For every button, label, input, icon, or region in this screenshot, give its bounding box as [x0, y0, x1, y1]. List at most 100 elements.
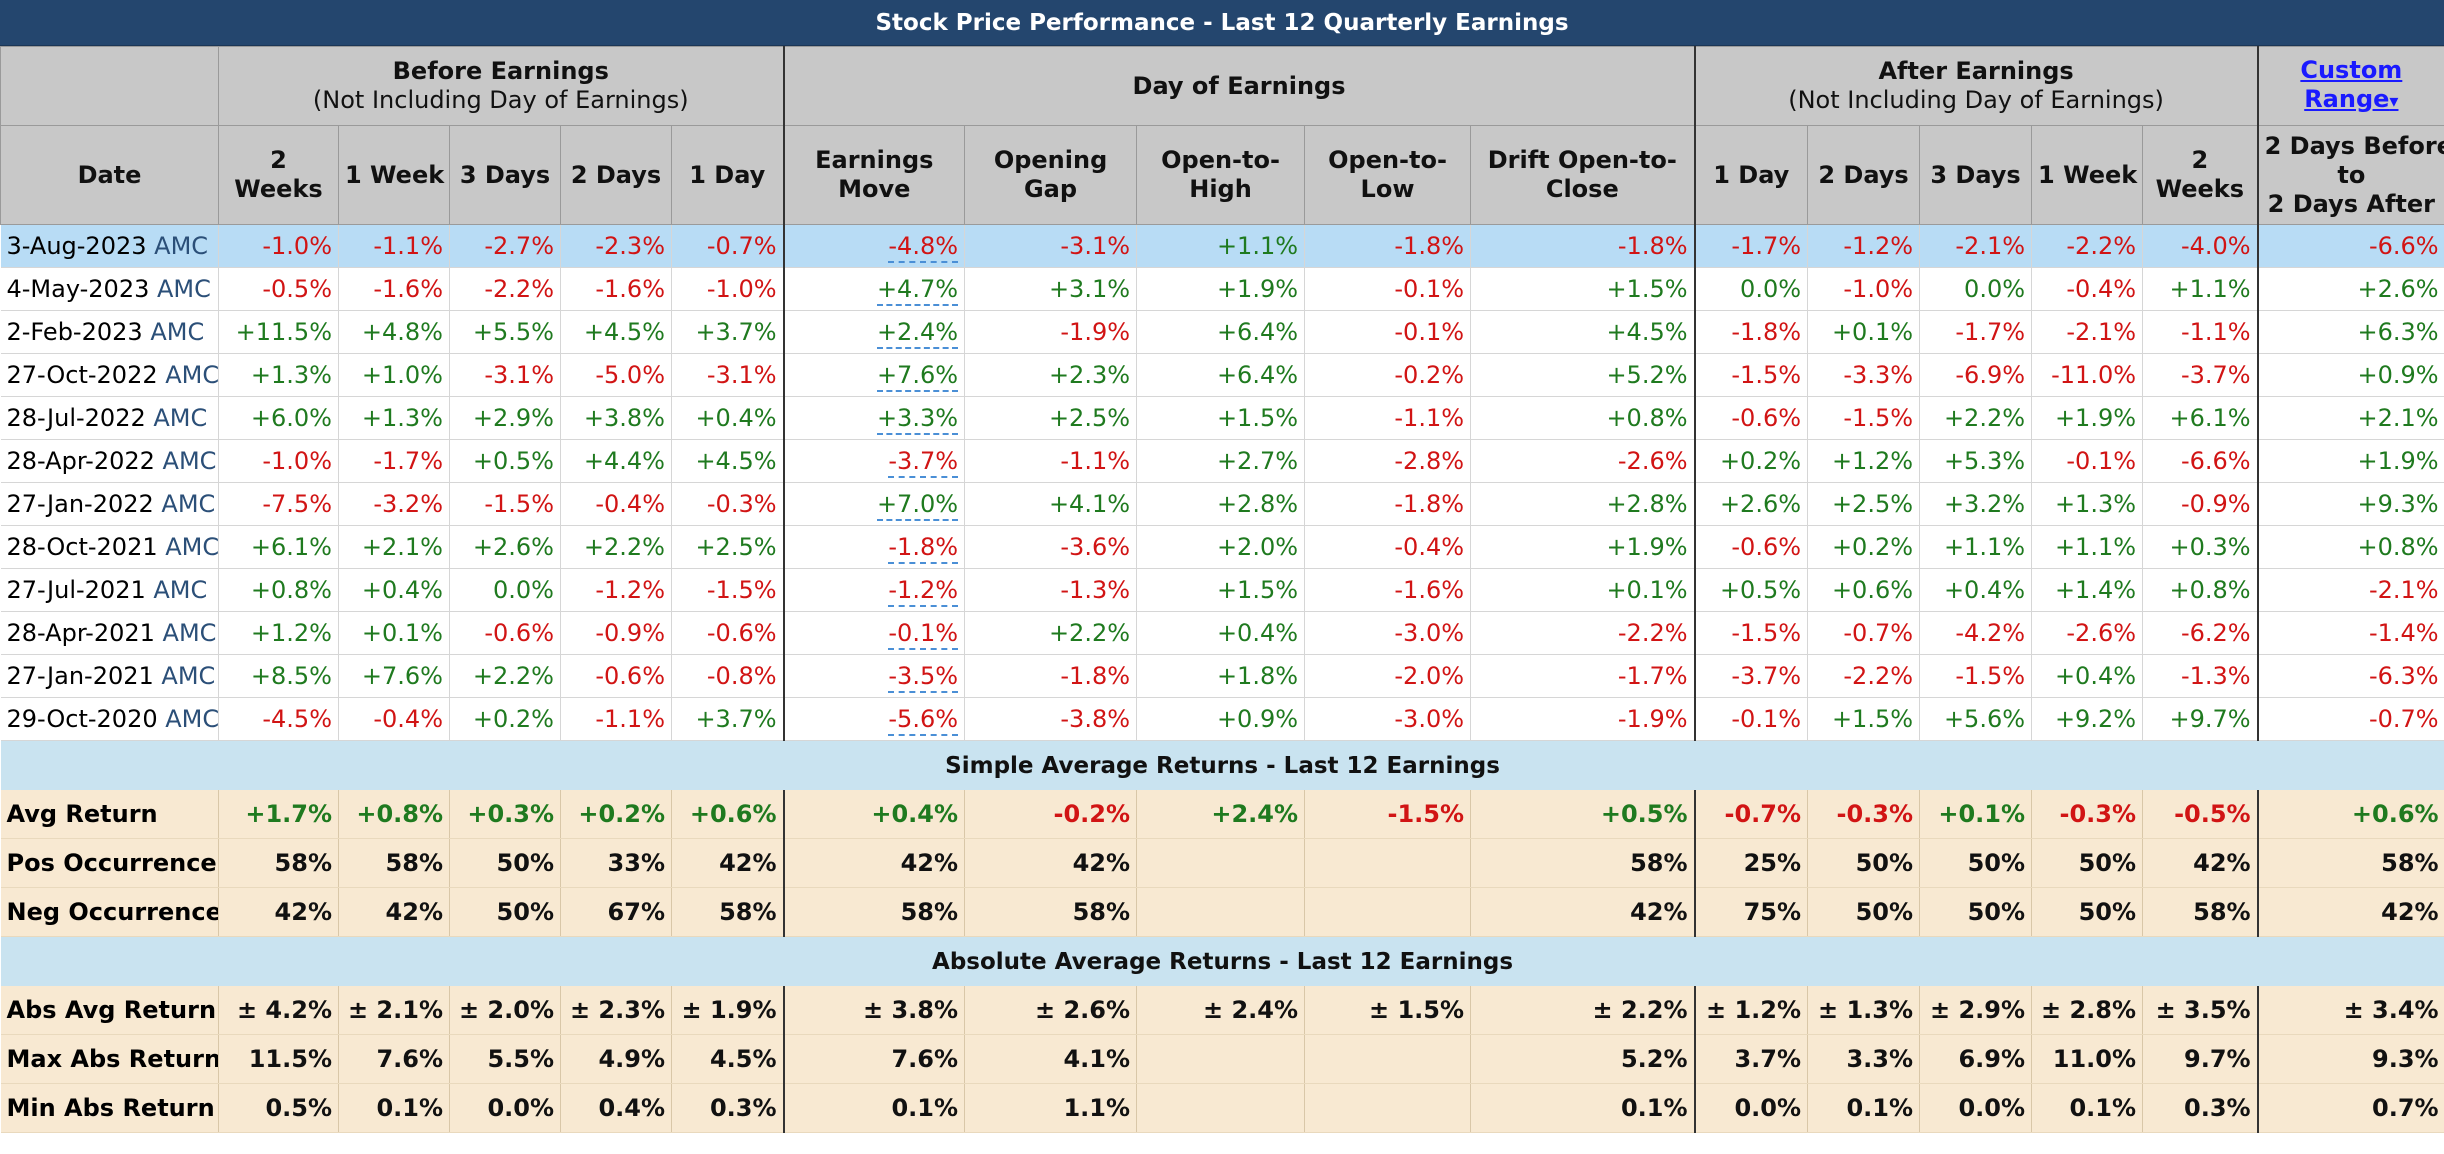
earnings-move-link[interactable]: -0.1% [888, 619, 959, 650]
earnings-move-link[interactable]: +2.4% [876, 318, 959, 349]
value-cell: +7.6% [338, 654, 450, 698]
ticker-link[interactable]: AMC [165, 705, 219, 733]
table-row[interactable]: 3-Aug-2023 AMC -1.0% -1.1% -2.7% -2.3% -0.7% -… [0, 224, 2444, 268]
earnings-move-link[interactable]: -3.7% [888, 447, 959, 478]
value-cell: -6.6% [2256, 224, 2444, 268]
earnings-move-link[interactable]: +7.0% [876, 490, 959, 521]
table-row[interactable]: 2-Feb-2023 AMC +11.5% +4.8% +5.5% +4.5% +3.7%… [0, 310, 2444, 354]
value-cell: -1.7% [338, 439, 450, 483]
value-cell: +2.3% [964, 353, 1137, 397]
value-cell[interactable]: -3.5% [782, 654, 965, 698]
value-cell: +2.5% [670, 525, 784, 569]
earnings-move-link[interactable]: +4.7% [876, 275, 959, 306]
earnings-move-link[interactable]: -1.8% [888, 533, 959, 564]
summary-value: 0.0% [449, 1083, 561, 1133]
ticker-link[interactable]: AMC [165, 533, 219, 561]
date-cell: 4-May-2023 AMC [0, 267, 219, 311]
date-value: 27-Jan-2022 [6, 490, 154, 518]
summary-value: 11.5% [218, 1034, 339, 1084]
table-row[interactable]: 28-Apr-2022 AMC -1.0% -1.7% +0.5% +4.4% +4.5%… [0, 439, 2444, 483]
value-cell: -0.7% [1807, 611, 1920, 655]
ticker-link[interactable]: AMC [162, 619, 217, 647]
summary-value [1304, 1083, 1471, 1133]
value-cell: -3.1% [449, 353, 561, 397]
value-cell[interactable]: -0.1% [782, 611, 965, 655]
ticker-link[interactable]: AMC [154, 232, 209, 260]
summary-value: 0.7% [2256, 1083, 2444, 1133]
ticker-link[interactable]: AMC [153, 576, 208, 604]
performance-table: Before Earnings (Not Including Day of Ea… [0, 46, 2444, 1133]
after-title: After Earnings [1878, 57, 2074, 85]
value-cell: -3.6% [964, 525, 1137, 569]
ticker-link[interactable]: AMC [161, 662, 216, 690]
column-header-2: 1 Week [338, 125, 450, 225]
value-cell: -0.6% [449, 611, 561, 655]
value-cell: -1.8% [1304, 224, 1471, 268]
value-cell: -3.1% [670, 353, 784, 397]
table-row[interactable]: 4-May-2023 AMC -0.5% -1.6% -2.2% -1.6% -1.0% +… [0, 267, 2444, 311]
date-value: 29-Oct-2020 [6, 705, 158, 733]
ticker-link[interactable]: AMC [165, 361, 219, 389]
ticker-link[interactable]: AMC [153, 404, 208, 432]
table-row[interactable]: 28-Jul-2022 AMC +6.0% +1.3% +2.9% +3.8% +0.4%… [0, 396, 2444, 440]
summary-value: 7.6% [782, 1034, 965, 1084]
value-cell: -1.7% [1693, 224, 1808, 268]
summary-row: Avg Return +1.7% +0.8% +0.3% +0.2% +0.6% +0.4%… [0, 790, 2444, 839]
group-header-blank [0, 46, 219, 126]
value-cell: -1.6% [1304, 568, 1471, 612]
summary-value: 0.1% [2031, 1083, 2143, 1133]
value-cell[interactable]: +3.3% [782, 396, 965, 440]
table-row[interactable]: 28-Apr-2021 AMC +1.2% +0.1% -0.6% -0.9% -0.6%… [0, 611, 2444, 655]
value-cell: -4.5% [218, 697, 339, 741]
summary-value: 50% [1919, 887, 2032, 937]
summary-value: 42% [218, 887, 339, 937]
value-cell: +2.2% [560, 525, 672, 569]
value-cell[interactable]: +7.6% [782, 353, 965, 397]
value-cell: +4.5% [1470, 310, 1695, 354]
earnings-move-link[interactable]: -3.5% [888, 662, 959, 693]
ticker-link[interactable]: AMC [161, 490, 216, 518]
earnings-move-link[interactable]: -4.8% [888, 232, 959, 263]
value-cell[interactable]: -1.8% [782, 525, 965, 569]
day-title: Day of Earnings [1132, 71, 1346, 100]
value-cell: +1.5% [1136, 396, 1305, 440]
value-cell[interactable]: +7.0% [782, 482, 965, 526]
earnings-move-link[interactable]: -1.2% [888, 576, 959, 607]
group-header-row: Before Earnings (Not Including Day of Ea… [0, 46, 2444, 126]
value-cell: +2.5% [964, 396, 1137, 440]
value-cell[interactable]: +2.4% [782, 310, 965, 354]
summary-value: 0.5% [218, 1083, 339, 1133]
ticker-link[interactable]: AMC [157, 275, 211, 303]
table-row[interactable]: 27-Oct-2022 AMC +1.3% +1.0% -3.1% -5.0% -3.1%… [0, 353, 2444, 397]
value-cell: +2.0% [1136, 525, 1305, 569]
value-cell: -1.5% [1807, 396, 1920, 440]
value-cell: -1.2% [560, 568, 672, 612]
earnings-move-link[interactable]: +3.3% [876, 404, 959, 435]
table-row[interactable]: 27-Jul-2021 AMC +0.8% +0.4% 0.0% -1.2% -1.5% -… [0, 568, 2444, 612]
value-cell: +0.4% [1919, 568, 2032, 612]
value-cell[interactable]: +4.7% [782, 267, 965, 311]
value-cell: -2.3% [560, 224, 672, 268]
value-cell: -0.8% [670, 654, 784, 698]
table-row[interactable]: 28-Oct-2021 AMC +6.1% +2.1% +2.6% +2.2% +2.5%… [0, 525, 2444, 569]
value-cell[interactable]: -1.2% [782, 568, 965, 612]
ticker-link[interactable]: AMC [150, 318, 205, 346]
custom-range-link[interactable]: Custom Range▾ [2300, 56, 2402, 113]
value-cell[interactable]: -3.7% [782, 439, 965, 483]
table-row[interactable]: 29-Oct-2020 AMC -4.5% -0.4% +0.2% -1.1% +3.7%… [0, 697, 2444, 741]
table-row[interactable]: 27-Jan-2021 AMC +8.5% +7.6% +2.2% -0.6% -0.8%… [0, 654, 2444, 698]
value-cell: +4.8% [338, 310, 450, 354]
value-cell[interactable]: -4.8% [782, 224, 965, 268]
value-cell: +3.7% [670, 697, 784, 741]
earnings-move-link[interactable]: -5.6% [888, 705, 959, 736]
summary-value: 0.0% [1693, 1083, 1808, 1133]
date-cell: 28-Apr-2021 AMC [0, 611, 219, 655]
table-row[interactable]: 27-Jan-2022 AMC -7.5% -3.2% -1.5% -0.4% -0.3%… [0, 482, 2444, 526]
date-value: 2-Feb-2023 [6, 318, 143, 346]
value-cell[interactable]: -5.6% [782, 697, 965, 741]
ticker-link[interactable]: AMC [162, 447, 217, 475]
value-cell: -1.0% [218, 224, 339, 268]
column-header-15: 2 Weeks [2142, 125, 2259, 225]
earnings-move-link[interactable]: +7.6% [876, 361, 959, 392]
value-cell: +6.0% [218, 396, 339, 440]
